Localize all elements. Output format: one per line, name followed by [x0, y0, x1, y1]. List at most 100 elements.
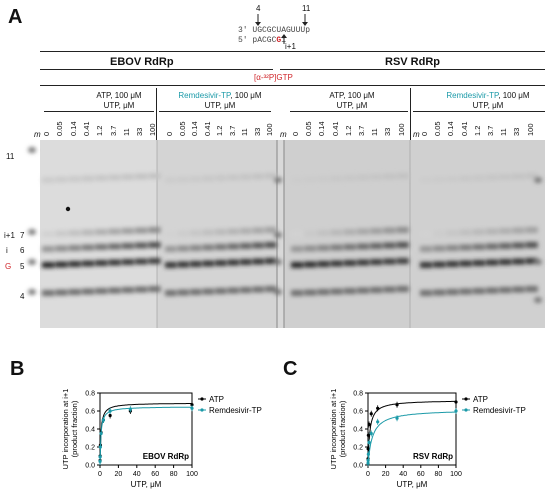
gel-band — [330, 244, 343, 251]
gel-band — [81, 260, 95, 267]
data-point — [190, 403, 194, 407]
gtp-rule — [40, 85, 545, 86]
gel-band — [135, 173, 148, 180]
gel-band — [252, 227, 264, 234]
gel-band — [459, 260, 472, 267]
data-point — [454, 400, 458, 404]
gel-band — [512, 227, 525, 234]
gel-band — [190, 245, 202, 251]
gel-band — [304, 289, 317, 296]
y-tick-label: 0.2 — [85, 445, 95, 452]
i-plus-1-label: i+1 — [285, 42, 296, 51]
gel-band — [330, 260, 343, 267]
data-point — [98, 459, 102, 463]
gel-band — [190, 230, 202, 236]
gel-band — [165, 177, 177, 183]
rsv-rem-conc: , 100 μM — [498, 91, 530, 100]
chart-b: 0.0 0.2 0.4 0.6 0.8 0 20 40 60 80 100 UTP, μM UTP in… — [61, 389, 262, 489]
data-point — [128, 407, 132, 411]
data-point — [366, 447, 370, 451]
legend-marker — [200, 397, 204, 401]
gel-band — [95, 288, 108, 294]
gel-band — [265, 173, 277, 179]
data-point — [99, 431, 103, 436]
ebov-atp-header: ATP, 100 μM UTP, μM — [84, 91, 154, 111]
gel-band — [190, 261, 202, 267]
y-axis-label: UTP incorporation at i+1 — [329, 389, 338, 470]
y-tick-label: 0.2 — [353, 445, 363, 452]
gel-band — [42, 290, 55, 296]
rsv-group-divider — [410, 88, 411, 140]
data-point — [395, 416, 399, 420]
gel-band — [42, 246, 55, 252]
gel-band — [291, 246, 304, 252]
gel-band — [121, 228, 135, 234]
data-point — [108, 413, 112, 418]
template-arrows — [255, 14, 308, 26]
rsv-rem-name: Remdesivir-TP — [446, 91, 499, 100]
gel-band — [291, 262, 304, 268]
fit-curve-remdesivir — [99, 406, 192, 466]
gel-band — [486, 243, 499, 250]
x-tick-label: 80 — [170, 471, 178, 478]
gel-band — [148, 227, 161, 233]
gel-band — [396, 173, 409, 179]
gel-band — [190, 289, 202, 295]
legend-label: Remdesivir-TP — [473, 406, 526, 415]
gel-band — [512, 286, 525, 293]
gtp-label: [α-³²P]GTP — [254, 73, 293, 82]
gel-band — [227, 243, 239, 250]
data-point — [101, 418, 106, 422]
data-point — [366, 452, 370, 456]
gel-image — [28, 140, 545, 328]
x-tick-label: 80 — [435, 471, 443, 478]
gel-band — [68, 289, 81, 295]
ebov-header: EBOV RdRp — [110, 56, 174, 68]
rsv-rem-line2: UTP, μM — [472, 101, 504, 110]
legend-label: Remdesivir-TP — [209, 406, 262, 415]
data-point — [376, 420, 380, 424]
gel-band — [525, 286, 538, 292]
rsv-atp-header: ATP, 100 μM UTP, μM — [317, 91, 387, 111]
gel-band — [499, 287, 512, 293]
gel-band — [81, 288, 95, 295]
y-axis-label: UTP incorporation at i+1 — [61, 389, 70, 470]
gel-band — [317, 261, 330, 267]
band-label-7: 7 — [20, 231, 25, 240]
gel-band — [343, 229, 356, 235]
gel-band — [446, 245, 459, 251]
gel-band — [486, 174, 499, 181]
gel-band — [472, 244, 485, 250]
gel-band — [525, 227, 538, 233]
gel-band — [446, 176, 459, 182]
legend-label: ATP — [209, 395, 224, 404]
gel-band — [433, 176, 446, 183]
kinetic-charts: 0.0 0.2 0.4 0.6 0.8 0 20 40 60 80 100 UTP, μM UTP in… — [61, 389, 526, 489]
y-axis-label-2: (product fraction) — [338, 400, 347, 457]
template-strand-3: 3' UGCGCUAGUUUp — [238, 26, 311, 35]
gel-band — [121, 259, 135, 265]
primer-g: G — [276, 36, 282, 45]
x-tick-label: 60 — [417, 471, 425, 478]
gel-band — [202, 288, 214, 295]
gel-band — [252, 258, 264, 265]
gel-band — [383, 286, 396, 293]
gel-band — [135, 286, 148, 293]
gel-band — [215, 229, 227, 235]
gel-band — [148, 173, 161, 179]
gel-band — [330, 288, 343, 295]
gel-band — [499, 259, 512, 265]
x-tick-label: 20 — [382, 471, 390, 478]
gel-band — [343, 288, 356, 294]
gel-band — [420, 290, 433, 296]
gel-band — [486, 259, 499, 266]
gel-artifact-dot — [65, 206, 71, 212]
gel-band — [370, 174, 383, 180]
ebov-rem-name: Remdesivir-TP — [178, 91, 231, 100]
marker-spot — [534, 259, 542, 265]
y-tick-label: 0.8 — [353, 391, 363, 398]
gel-band — [95, 260, 108, 266]
ebov-rem-conc: , 100 μM — [230, 91, 262, 100]
gel-band — [240, 174, 252, 180]
gel-band — [252, 286, 264, 293]
